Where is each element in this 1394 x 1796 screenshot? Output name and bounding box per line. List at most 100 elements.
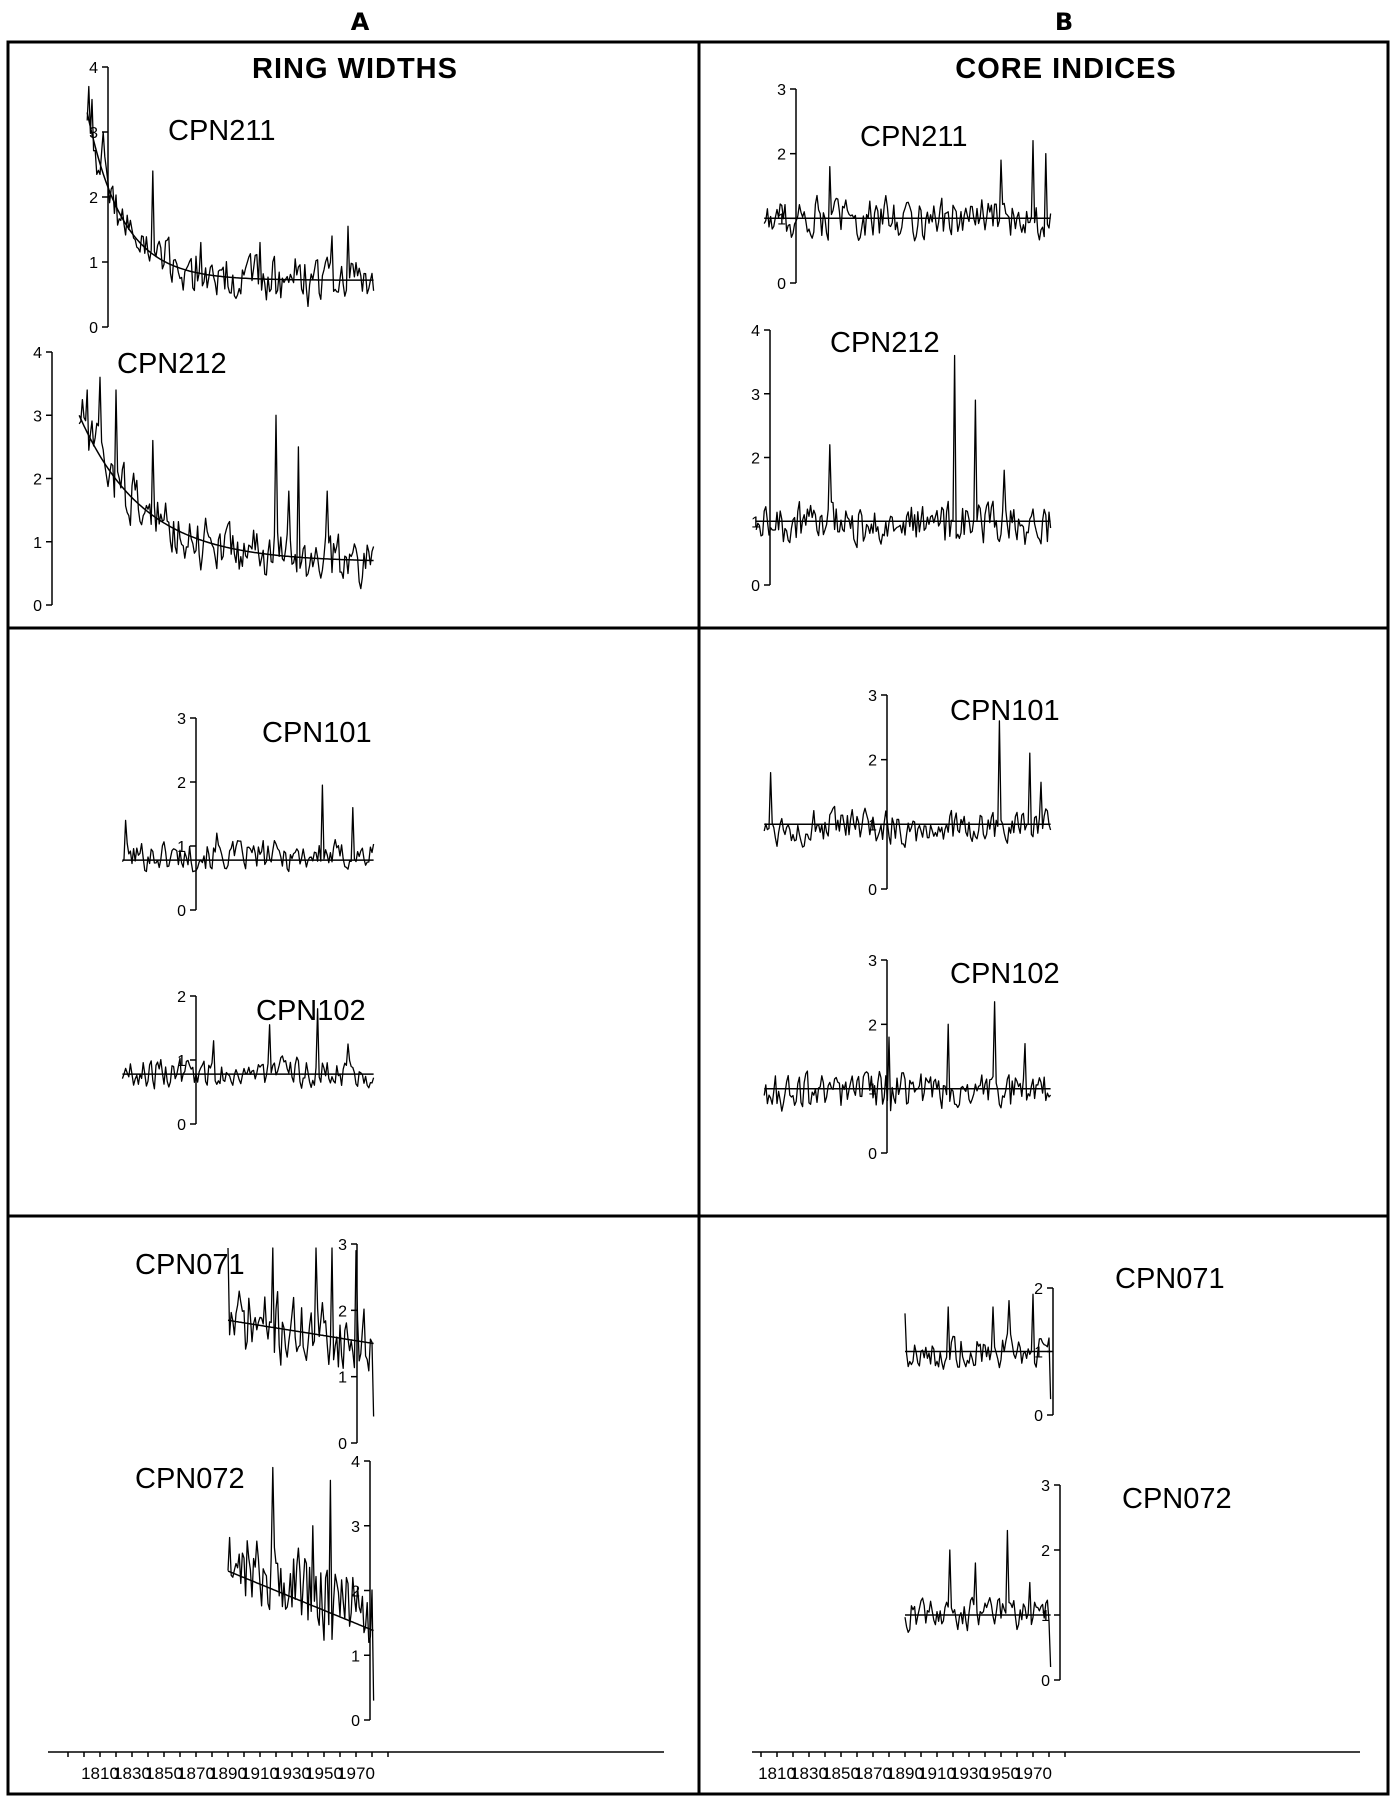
fit-line: [78, 414, 374, 562]
y-tick-label: 4: [89, 60, 98, 77]
y-tick-label: 1: [868, 817, 877, 834]
y-tick-label: 2: [177, 775, 186, 792]
y-tick-label: 1: [33, 535, 42, 552]
label-a-cpn102: CPN102: [256, 995, 366, 1027]
header-ring-widths: RING WIDTHS: [252, 53, 458, 85]
series-line: [755, 354, 1052, 549]
y-tick-label: 3: [1041, 1478, 1050, 1495]
x-tick-label: 1810: [758, 1764, 796, 1783]
y-tick-label: 4: [351, 1454, 360, 1471]
label-a-cpn071: CPN071: [135, 1249, 245, 1281]
y-tick-label: 2: [1041, 1543, 1050, 1560]
y-tick-label: 2: [1034, 1281, 1043, 1298]
label-b-cpn102: CPN102: [950, 958, 1060, 990]
plot-a-cpn101: 0 1 2 3: [121, 711, 375, 920]
y-tick-label: 3: [751, 387, 760, 404]
x-tick-label: 1850: [145, 1764, 183, 1783]
series-line: [227, 1466, 375, 1701]
y-tick-label: 0: [868, 882, 877, 899]
label-a-cpn212: CPN212: [117, 348, 227, 380]
x-tick-label: 1850: [822, 1764, 860, 1783]
x-tick-label: 1910: [918, 1764, 956, 1783]
label-b-cpn101: CPN101: [950, 695, 1060, 727]
y-tick-label: 2: [777, 147, 786, 164]
column-label-a: A: [351, 8, 370, 36]
y-tick-label: 0: [777, 276, 786, 293]
y-tick-label: 2: [177, 989, 186, 1006]
y-tick-label: 3: [351, 1519, 360, 1536]
x-tick-label: 1870: [177, 1764, 215, 1783]
x-tick-label: 1810: [81, 1764, 119, 1783]
x-tick-label: 1890: [209, 1764, 247, 1783]
y-tick-label: 0: [89, 320, 98, 337]
x-tick-label: 1910: [241, 1764, 279, 1783]
plot-b-cpn101: 0 1 2 3: [763, 688, 1052, 899]
y-tick-label: 0: [751, 578, 760, 595]
label-a-cpn101: CPN101: [262, 717, 372, 749]
series-line: [227, 1247, 375, 1417]
y-tick-label: 1: [1041, 1608, 1050, 1625]
y-tick-label: 4: [751, 323, 760, 340]
y-tick-label: 3: [33, 408, 42, 425]
panel-grid: [6, 40, 1390, 1796]
y-tick-label: 1: [1034, 1345, 1043, 1362]
label-b-cpn072: CPN072: [1122, 1483, 1232, 1515]
label-b-cpn211: CPN211: [860, 121, 967, 153]
y-tick-label: 0: [868, 1146, 877, 1163]
y-tick-label: 1: [351, 1648, 360, 1665]
y-tick-label: 0: [177, 1117, 186, 1134]
series-line: [904, 1293, 1052, 1400]
y-tick-label: 3: [777, 82, 786, 99]
plot-a-cpn212: 0 1 2 3 4: [33, 345, 375, 615]
y-tick-label: 0: [351, 1713, 360, 1730]
y-tick-label: 1: [89, 255, 98, 272]
y-tick-label: 4: [33, 345, 42, 362]
y-tick-label: 2: [338, 1303, 347, 1320]
y-tick-label: 3: [338, 1237, 347, 1254]
series-line: [763, 1001, 1052, 1112]
plot-b-cpn212: 0 1 2 3 4: [751, 323, 1052, 595]
x-tick-label: 1950: [982, 1764, 1020, 1783]
y-tick-label: 0: [338, 1436, 347, 1453]
plot-b-cpn071: 0 1 2: [904, 1281, 1054, 1425]
fit-line: [86, 112, 374, 281]
plot-b-cpn072: 0 1 2 3: [904, 1478, 1061, 1690]
x-tick-label: 1870: [854, 1764, 892, 1783]
y-tick-label: 0: [33, 598, 42, 615]
series-line: [121, 1008, 375, 1090]
y-tick-label: 2: [868, 1017, 877, 1034]
series-line: [86, 85, 375, 308]
series-line: [763, 720, 1052, 848]
x-tick-label: 1970: [1014, 1764, 1052, 1783]
plot-area: 0123401234012301201230123401230123401230…: [33, 60, 1061, 1730]
y-tick-label: 2: [351, 1584, 360, 1601]
x-tick-label: 1970: [337, 1764, 375, 1783]
plot-a-cpn072: 0 1 2 3 4: [227, 1454, 375, 1730]
x-tick-label: 1890: [886, 1764, 924, 1783]
y-tick-label: 1: [751, 514, 760, 531]
y-tick-label: 3: [177, 711, 186, 728]
y-tick-label: 0: [1041, 1673, 1050, 1690]
label-b-cpn071: CPN071: [1115, 1263, 1225, 1295]
y-tick-label: 3: [868, 688, 877, 705]
y-tick-label: 0: [1034, 1408, 1043, 1425]
plot-a-cpn071: 0 1 2 3: [227, 1237, 375, 1453]
series-line: [78, 376, 375, 590]
y-tick-label: 2: [751, 451, 760, 468]
label-b-cpn212: CPN212: [830, 327, 940, 359]
y-tick-label: 3: [868, 953, 877, 970]
y-tick-label: 0: [177, 903, 186, 920]
column-label-b: B: [1055, 8, 1073, 36]
series-line: [763, 140, 1052, 242]
y-tick-label: 1: [177, 1053, 186, 1070]
y-tick-label: 2: [89, 190, 98, 207]
plot-b-cpn211: 0 1 2 3: [763, 82, 1052, 293]
label-a-cpn211: CPN211: [168, 115, 275, 147]
x-tick-label: 1830: [790, 1764, 828, 1783]
